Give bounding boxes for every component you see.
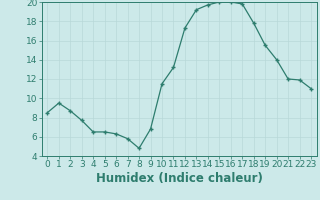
X-axis label: Humidex (Indice chaleur): Humidex (Indice chaleur) — [96, 172, 263, 185]
